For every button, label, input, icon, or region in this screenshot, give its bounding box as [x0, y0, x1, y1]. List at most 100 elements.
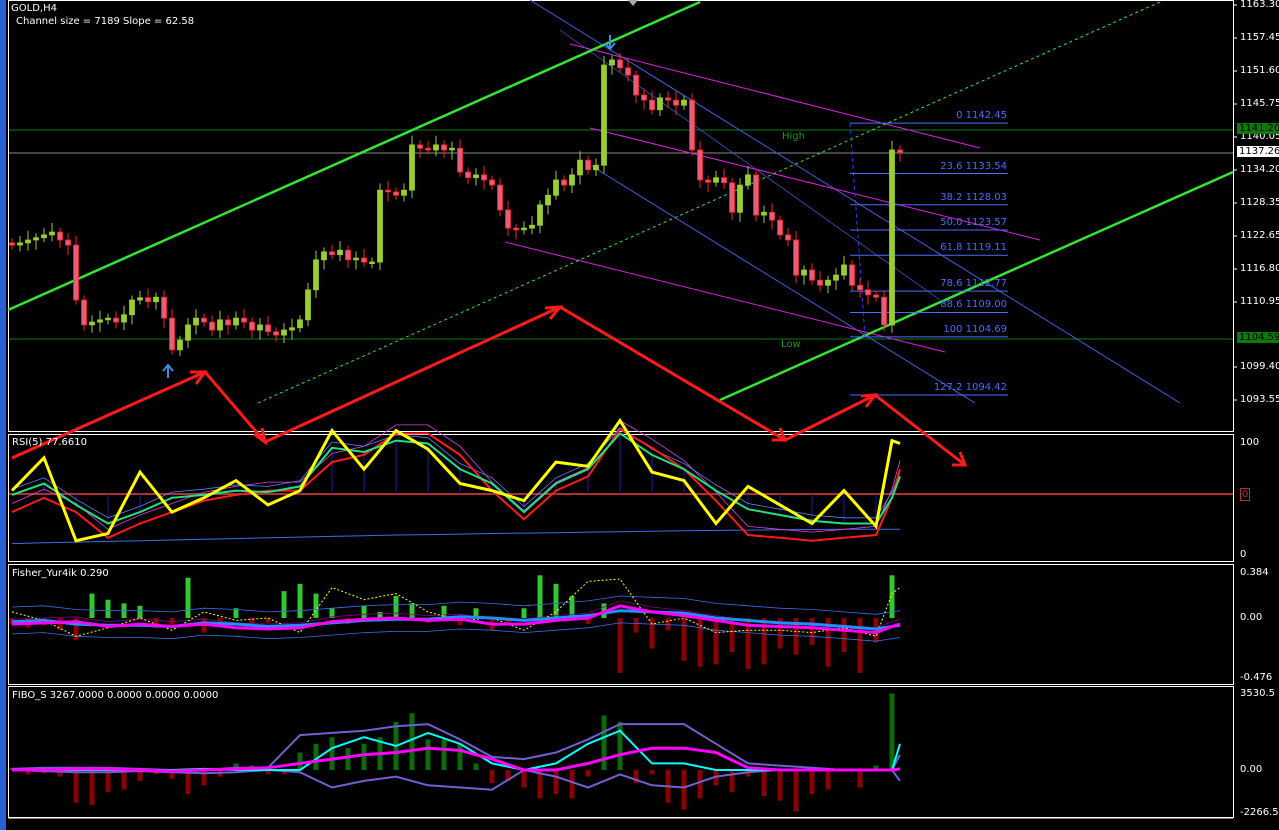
- fisher-histogram-bar: [457, 618, 463, 626]
- candle-bull: [737, 184, 743, 213]
- fibo-s-histogram-bar: [761, 770, 767, 797]
- fisher-histogram-bar: [377, 611, 383, 618]
- candle-bear: [697, 149, 703, 181]
- candle-bull: [89, 321, 95, 326]
- fisher-histogram-bar: [297, 583, 303, 618]
- arrow-down-icon: [604, 35, 616, 51]
- candle-bull: [833, 274, 839, 281]
- fisher-magenta-line: [11, 604, 901, 635]
- candle-bear: [465, 171, 471, 179]
- price-tick: 1151.60: [1240, 65, 1279, 76]
- fisher-histogram-bar: [697, 618, 703, 667]
- fibo-s-histogram-bar: [729, 770, 735, 792]
- fisher-histogram-bar: [105, 599, 111, 618]
- fibo-s-histogram-bar: [489, 770, 495, 784]
- magenta-trendline: [504, 241, 946, 353]
- candle-bull: [801, 269, 807, 276]
- fibo-s-histogram-bar: [233, 763, 239, 770]
- fibo-s-histogram-bar: [313, 743, 319, 770]
- candle-bull: [177, 339, 183, 351]
- price-tick: 1157.45: [1240, 32, 1279, 43]
- candle-bull: [233, 317, 239, 326]
- fibo-s-histogram-bar: [265, 770, 271, 775]
- fibo-s-histogram-bar: [441, 739, 447, 770]
- candle-bull: [577, 159, 583, 176]
- window-left-edge: [0, 0, 6, 830]
- fisher-histogram-bar: [89, 593, 95, 618]
- fisher-histogram-bar: [393, 596, 399, 618]
- candle-bear: [689, 99, 695, 151]
- fibo-s-histogram-bar: [345, 748, 351, 770]
- candle-bear: [753, 174, 759, 216]
- candle-bear: [665, 97, 671, 101]
- price-axis-ticks: [1233, 4, 1237, 401]
- fisher-histogram-bar: [745, 618, 751, 670]
- candle-bear: [273, 331, 279, 336]
- zigzag-arrows: [11, 305, 968, 467]
- candle-bear: [881, 296, 887, 326]
- candle-bull: [297, 319, 303, 329]
- candle-bear: [857, 284, 863, 291]
- fibo-s-histogram-bar: [697, 770, 703, 799]
- fibo-s-histogram-bar: [361, 743, 367, 770]
- candle-bear: [345, 249, 351, 261]
- fibo-level-label: 0 1142.45: [956, 110, 1007, 122]
- fibo-level-label: 127.2 1094.42: [933, 382, 1007, 394]
- candle-bear: [505, 209, 511, 229]
- fisher-histogram-bar: [233, 608, 239, 618]
- fibo-s-histogram-bar: [505, 770, 511, 781]
- fisher-histogram-bar: [537, 575, 543, 618]
- fisher-histogram-bar: [473, 608, 479, 618]
- candle-bull: [409, 144, 415, 191]
- fibo-s-histogram-bar: [169, 770, 175, 779]
- candle-bull: [713, 177, 719, 183]
- fibo-s-histogram-bar: [137, 770, 143, 781]
- candle-bear: [897, 149, 903, 153]
- fisher-histogram-bar: [329, 608, 335, 618]
- candle-bear: [649, 99, 655, 111]
- fibo-level-label: 50.0 1123.57: [940, 216, 1007, 228]
- candle-bear: [385, 189, 391, 193]
- fisher-histogram-bar: [553, 583, 559, 618]
- candle-bull: [337, 249, 343, 256]
- fisher-histogram-bar: [521, 608, 527, 618]
- candle-bear: [209, 321, 215, 331]
- fibo-level-label: 78.6 1112.77: [940, 278, 1007, 290]
- high-price-tag: 1141.20: [1237, 123, 1279, 134]
- candle-bear: [329, 251, 335, 256]
- price-tick: 1163.30: [1240, 0, 1279, 10]
- fisher-tick: 0.384: [1240, 567, 1269, 578]
- fibo-s-histogram-bar: [553, 770, 559, 795]
- candle-bull: [601, 64, 607, 166]
- fibo-s-histogram-bar: [409, 713, 415, 770]
- signal-arrows: [162, 0, 638, 378]
- fisher-histogram-bar: [681, 618, 687, 661]
- candle-bull: [193, 317, 199, 326]
- fibo-s-histogram-bar: [569, 770, 575, 799]
- fibo-s-tick: 0.00: [1240, 764, 1263, 775]
- fibo-s-histogram-bar: [537, 770, 543, 799]
- fibo-s-histogram-bar: [89, 770, 95, 805]
- fisher-histogram-bar: [441, 605, 447, 618]
- candle-bull: [657, 97, 663, 111]
- fibo-s-histogram-bar: [329, 737, 335, 770]
- zigzag-line: [11, 305, 966, 467]
- candle-bear: [617, 59, 623, 69]
- fisher-histogram-bar: [313, 593, 319, 618]
- fisher-panel: [8, 564, 1234, 685]
- price-tick: 1134.20: [1240, 164, 1279, 175]
- fibo-s-histogram-bar: [601, 715, 607, 770]
- low-label: Low: [781, 339, 801, 350]
- main-panel: [8, 0, 1234, 432]
- arrowhead-icon: [253, 427, 268, 446]
- rsi-tick: 100: [1240, 437, 1260, 448]
- candle-bear: [161, 296, 167, 319]
- candle-bull: [529, 224, 535, 229]
- scroll-marker-icon: [628, 0, 638, 6]
- candle-bull: [137, 297, 143, 301]
- fisher-histogram-bar: [793, 618, 799, 655]
- candle-bear: [721, 177, 727, 184]
- candle-bull: [49, 231, 55, 236]
- fisher-histogram-bar: [665, 618, 671, 631]
